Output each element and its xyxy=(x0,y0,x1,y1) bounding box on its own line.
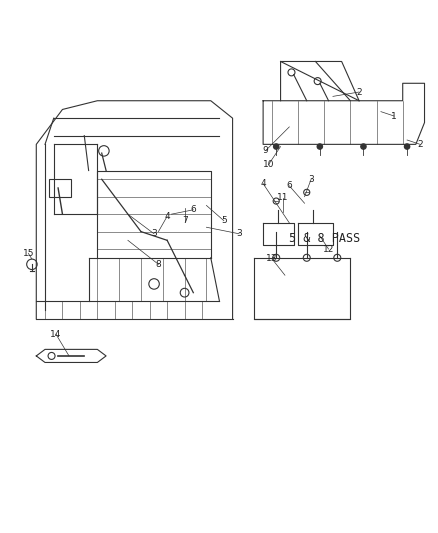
Circle shape xyxy=(317,144,322,149)
Text: 5: 5 xyxy=(220,216,226,225)
Text: 15: 15 xyxy=(23,249,34,258)
Text: 14: 14 xyxy=(50,329,61,338)
Text: 9: 9 xyxy=(262,146,268,155)
Text: 3: 3 xyxy=(236,229,241,238)
Text: 3: 3 xyxy=(307,175,313,184)
Text: 13: 13 xyxy=(265,254,277,263)
Text: 2: 2 xyxy=(356,87,361,96)
Bar xyxy=(49,179,71,197)
Text: 6: 6 xyxy=(286,181,292,190)
Circle shape xyxy=(403,144,409,149)
Text: 8: 8 xyxy=(155,260,161,269)
Text: 4: 4 xyxy=(164,212,170,221)
Circle shape xyxy=(360,144,365,149)
Text: 1: 1 xyxy=(390,111,396,120)
Text: 4: 4 xyxy=(260,179,265,188)
Text: 5 & 8 PASS: 5 & 8 PASS xyxy=(288,232,359,245)
Circle shape xyxy=(273,144,278,149)
Text: 7: 7 xyxy=(181,216,187,225)
Text: 11: 11 xyxy=(276,193,288,202)
Text: 6: 6 xyxy=(190,205,196,214)
Text: 10: 10 xyxy=(262,160,273,169)
Text: 2: 2 xyxy=(417,140,422,149)
Text: 3: 3 xyxy=(151,229,156,238)
Text: 12: 12 xyxy=(322,245,333,254)
